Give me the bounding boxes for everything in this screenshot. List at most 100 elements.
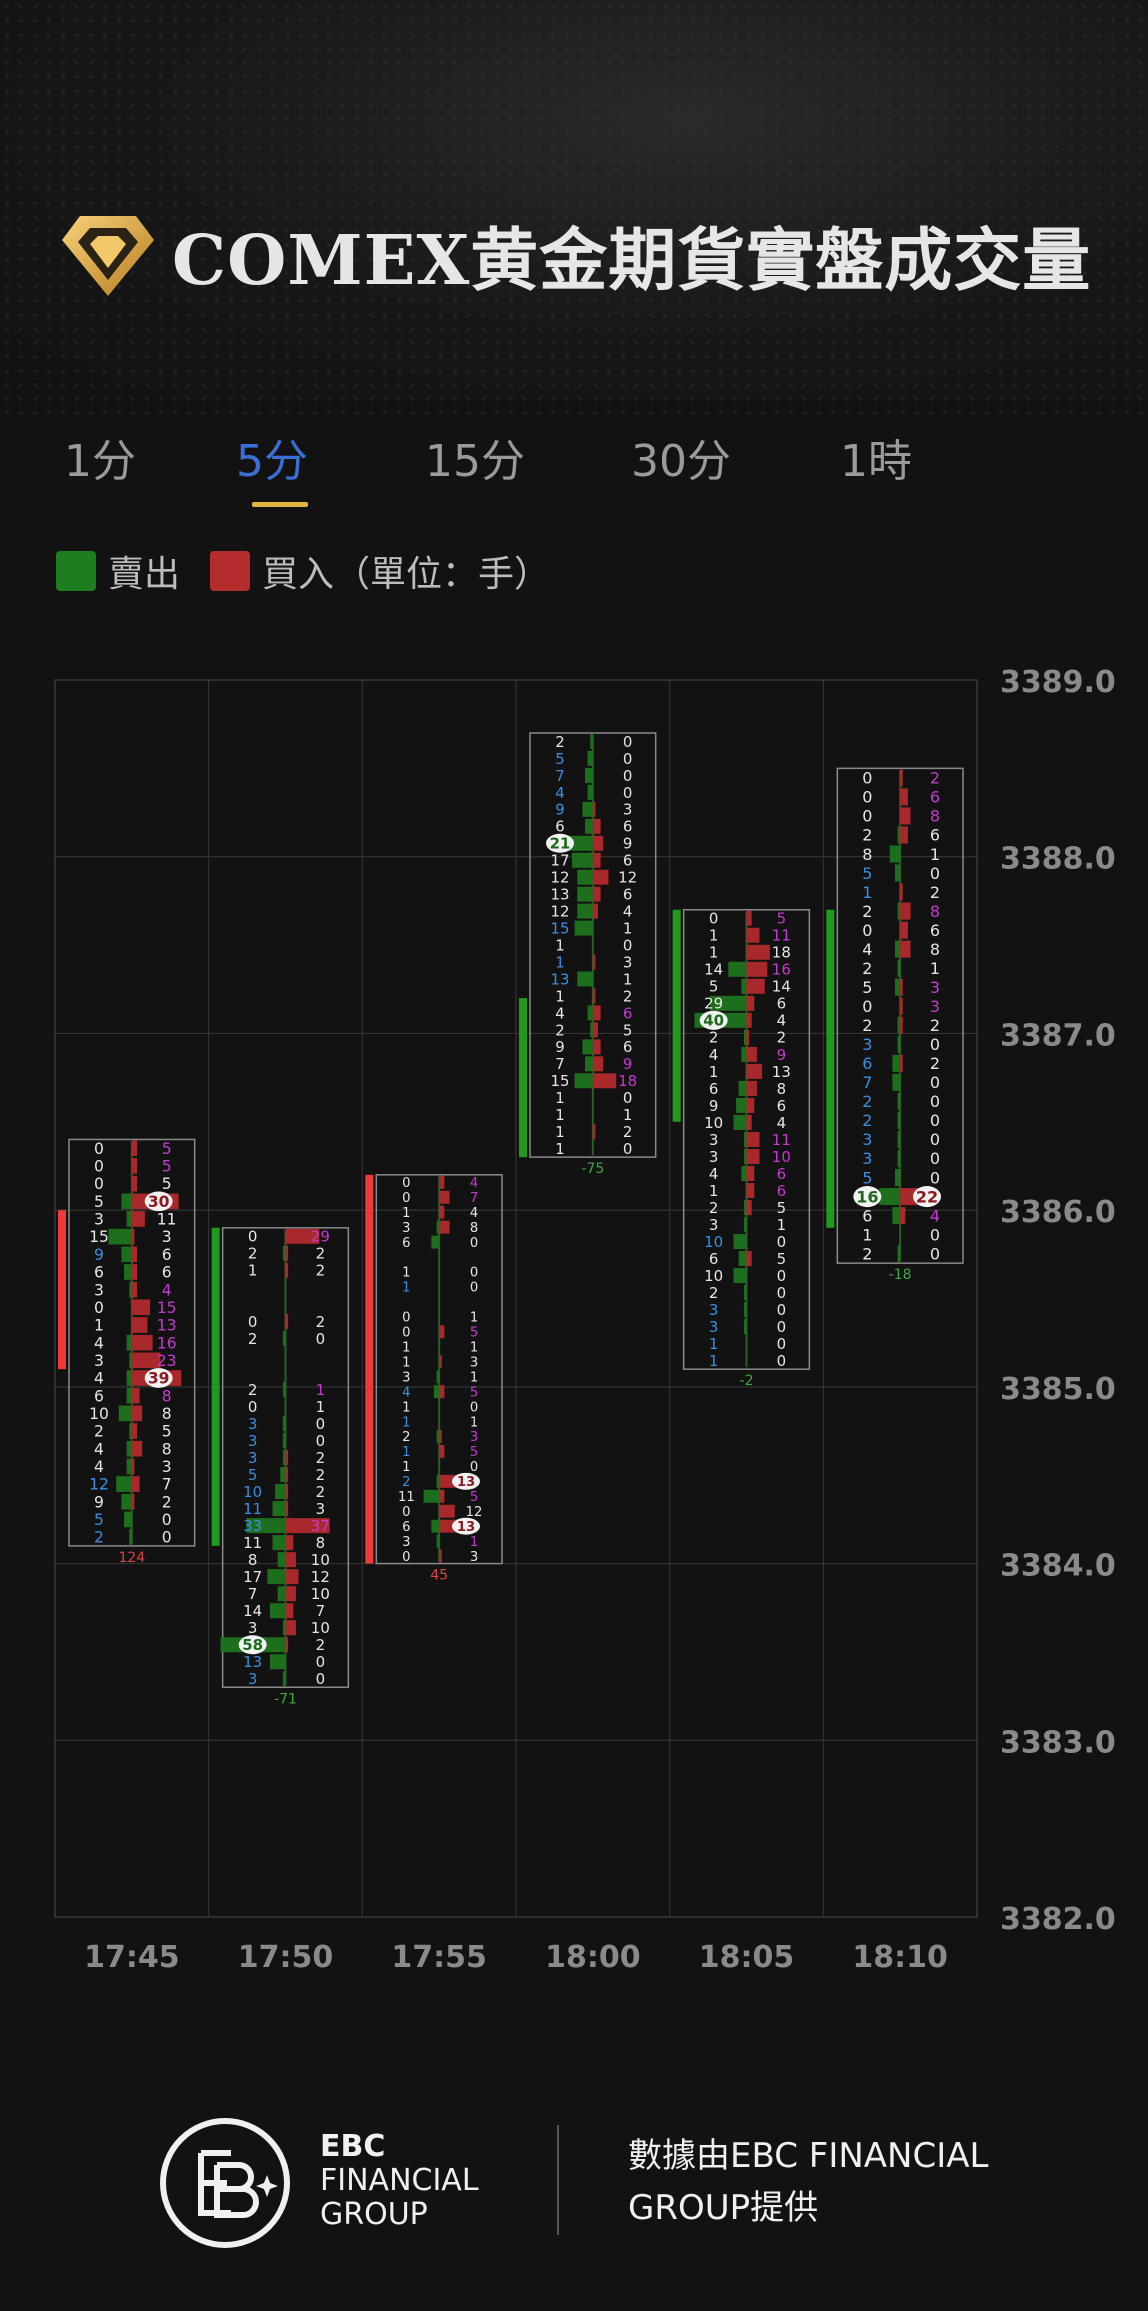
buy-volume-label: 6 (777, 1182, 787, 1200)
buy-volume-label: 6 (623, 1038, 632, 1056)
buy-volume-bar (900, 940, 911, 958)
sell-volume-bar (126, 1334, 132, 1351)
sell-volume-label: 8 (248, 1551, 258, 1569)
buy-volume-bar (131, 1440, 143, 1457)
sell-volume-label: 2 (555, 1021, 564, 1039)
buy-volume-label: 5 (623, 1021, 632, 1039)
tab-5min[interactable]: 5分 (236, 436, 308, 487)
buy-volume-label: 3 (930, 997, 940, 1016)
buy-volume-label: 2 (623, 987, 632, 1005)
buy-volume-label: 0 (162, 1511, 172, 1529)
sell-volume-label: 6 (555, 818, 564, 836)
sell-volume-label: 3 (709, 1131, 719, 1149)
buy-volume-bar (131, 1175, 138, 1192)
brand-line1: EBC (320, 2129, 386, 2164)
sell-volume-bar (897, 1092, 901, 1110)
tab-30min[interactable]: 30分 (631, 436, 731, 487)
sell-volume-bar (436, 1220, 440, 1234)
buy-volume-label: 5 (162, 1158, 172, 1176)
sell-volume-label: 1 (402, 1281, 410, 1296)
sell-volume-bar (897, 1245, 901, 1263)
sell-volume-label: 0 (94, 1175, 104, 1193)
buy-volume-bar (285, 1518, 330, 1534)
buy-volume-bar (439, 1429, 442, 1443)
tab-15min[interactable]: 15分 (425, 436, 525, 487)
sell-volume-label: 5 (709, 978, 719, 996)
sell-volume-label: 3 (248, 1449, 258, 1467)
buy-volume-bar (746, 961, 768, 977)
sell-volume-label: 14 (704, 961, 723, 979)
buy-volume-bar (285, 1484, 289, 1500)
brand-line2: FINANCIAL (320, 2163, 479, 2198)
buy-volume-label: 0 (930, 1092, 940, 1111)
sell-volume-bar (577, 971, 593, 987)
sell-volume-label: 0 (402, 1326, 410, 1341)
sell-volume-label: 1 (402, 1266, 410, 1281)
sell-volume-bar (574, 920, 593, 936)
sell-volume-label: 2 (862, 902, 872, 921)
sell-volume-label: 12 (89, 1476, 109, 1494)
buy-volume-bar (439, 1444, 445, 1458)
sell-volume-label: 5 (862, 978, 872, 997)
buy-volume-label: 2 (316, 1483, 326, 1501)
tab-1hour[interactable]: 1時 (840, 436, 912, 487)
sell-volume-bar (728, 961, 747, 977)
buy-volume-bar (285, 1620, 296, 1636)
buy-volume-label: 2 (623, 1123, 632, 1141)
buy-volume-label: 0 (777, 1267, 787, 1285)
poc-marker-sell (546, 833, 574, 853)
buy-volume-label: 5 (777, 910, 787, 928)
buy-volume-bar (746, 927, 760, 943)
buy-volume-bar (131, 1140, 138, 1157)
sell-volume-bar (733, 1234, 747, 1250)
buy-volume-bar (131, 1246, 138, 1263)
buy-volume-label: 1 (316, 1398, 326, 1416)
sell-volume-bar (892, 1073, 901, 1091)
tab-1min[interactable]: 1分 (64, 436, 136, 487)
buy-volume-label: 0 (930, 1111, 940, 1130)
sell-swatch (56, 551, 96, 591)
buy-volume-label: 5 (470, 1490, 478, 1505)
sell-volume-bar (282, 1330, 286, 1346)
sell-volume-label: 5 (94, 1193, 104, 1211)
buy-volume-label: 6 (777, 1165, 787, 1183)
sell-volume-label: 40 (703, 1012, 724, 1030)
sell-volume-label: 2 (709, 1199, 719, 1217)
sell-volume-label: 1 (709, 944, 719, 962)
buy-volume-bar (592, 1005, 601, 1021)
buy-volume-label: 4 (930, 1206, 940, 1225)
ebc-brand-name: EBC FINANCIAL GROUP (320, 2130, 479, 2232)
sell-volume-bar (124, 1511, 132, 1528)
sell-volume-label: 3 (709, 1216, 719, 1234)
buy-volume-label: 1 (623, 919, 632, 937)
sell-volume-label: 5 (862, 864, 872, 883)
buy-volume-label: 4 (623, 903, 632, 921)
buy-volume-label: 0 (623, 784, 632, 802)
sell-volume-bar (436, 1429, 440, 1443)
buy-volume-bar (439, 1325, 445, 1339)
sell-volume-bar (282, 1416, 286, 1432)
buy-volume-label: 2 (316, 1313, 326, 1331)
buy-volume-label: 2 (316, 1245, 326, 1263)
sell-volume-bar (269, 1654, 286, 1670)
buy-volume-label: 0 (316, 1653, 326, 1671)
buy-volume-bar (285, 1586, 296, 1602)
sell-volume-bar (587, 784, 593, 800)
buy-volume-bar (746, 1046, 757, 1062)
sell-volume-bar (269, 1603, 286, 1619)
sell-volume-bar (894, 1169, 901, 1187)
sell-volume-label: 1 (402, 1206, 410, 1221)
buy-volume-label: 9 (623, 835, 632, 853)
sell-volume-label: 5 (248, 1466, 258, 1484)
y-tick-label: 3388.0 (1000, 842, 1116, 877)
sell-volume-bar (436, 1474, 440, 1488)
sell-volume-label: 8 (862, 845, 872, 864)
buy-volume-label: 4 (470, 1176, 478, 1191)
timeframe-tabs: 1分 5分 15分 30分 1時 (0, 425, 1148, 515)
sell-volume-label: 5 (555, 750, 564, 768)
buy-volume-bar (592, 988, 596, 1004)
sell-volume-label: 1 (248, 1262, 258, 1280)
sell-volume-label: 6 (402, 1236, 410, 1251)
buy-volume-label: 0 (777, 1284, 787, 1302)
sell-volume-label: 3 (94, 1352, 104, 1370)
